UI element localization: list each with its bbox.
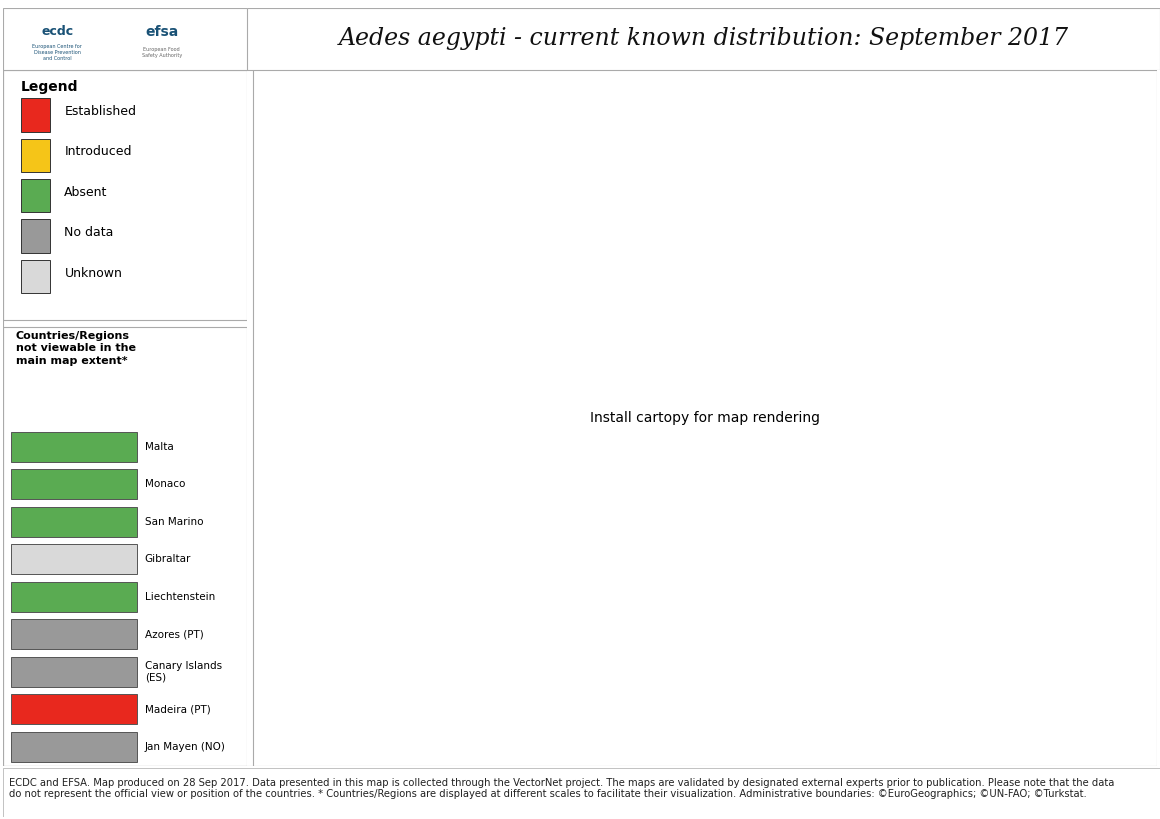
- Bar: [10, 545, 138, 574]
- Bar: [21, 219, 50, 253]
- FancyBboxPatch shape: [3, 768, 1160, 817]
- Text: Aedes aegypti - current known distribution: September 2017: Aedes aegypti - current known distributi…: [339, 27, 1068, 51]
- Text: Azores (PT): Azores (PT): [145, 630, 203, 640]
- Bar: [21, 179, 50, 212]
- Text: ECDC and EFSA. Map produced on 28 Sep 2017. Data presented in this map is collec: ECDC and EFSA. Map produced on 28 Sep 20…: [9, 778, 1115, 799]
- Bar: [10, 657, 138, 687]
- Bar: [10, 732, 138, 762]
- Text: Gibraltar: Gibraltar: [145, 554, 191, 564]
- Bar: [10, 507, 138, 537]
- FancyBboxPatch shape: [3, 327, 247, 766]
- Text: Madeira (PT): Madeira (PT): [145, 704, 210, 714]
- Bar: [10, 432, 138, 462]
- Text: Monaco: Monaco: [145, 479, 186, 490]
- Text: European Centre for
Disease Prevention
and Control: European Centre for Disease Prevention a…: [32, 44, 82, 61]
- Text: Legend: Legend: [21, 80, 78, 94]
- Bar: [21, 260, 50, 293]
- Text: European Food
Safety Authority: European Food Safety Authority: [142, 47, 182, 58]
- Bar: [10, 695, 138, 725]
- Text: Canary Islands
(ES): Canary Islands (ES): [145, 661, 222, 683]
- Bar: [21, 98, 50, 132]
- Text: Absent: Absent: [64, 186, 108, 199]
- Text: Jan Mayen (NO): Jan Mayen (NO): [145, 742, 226, 752]
- Text: Countries/Regions
not viewable in the
main map extent*: Countries/Regions not viewable in the ma…: [16, 331, 136, 366]
- FancyBboxPatch shape: [247, 8, 1160, 70]
- Text: Install cartopy for map rendering: Install cartopy for map rendering: [589, 410, 820, 425]
- Text: Liechtenstein: Liechtenstein: [145, 592, 215, 602]
- FancyBboxPatch shape: [3, 70, 247, 320]
- Text: Malta: Malta: [145, 442, 174, 452]
- Text: No data: No data: [64, 226, 114, 239]
- Text: San Marino: San Marino: [145, 517, 203, 527]
- Bar: [10, 469, 138, 500]
- Text: Unknown: Unknown: [64, 266, 122, 279]
- Text: Established: Established: [64, 105, 137, 118]
- FancyBboxPatch shape: [3, 8, 247, 70]
- Text: efsa: efsa: [145, 25, 179, 38]
- Text: Introduced: Introduced: [64, 146, 132, 158]
- Bar: [10, 619, 138, 649]
- Bar: [10, 582, 138, 612]
- Text: ecdc: ecdc: [41, 25, 73, 38]
- Bar: [21, 138, 50, 172]
